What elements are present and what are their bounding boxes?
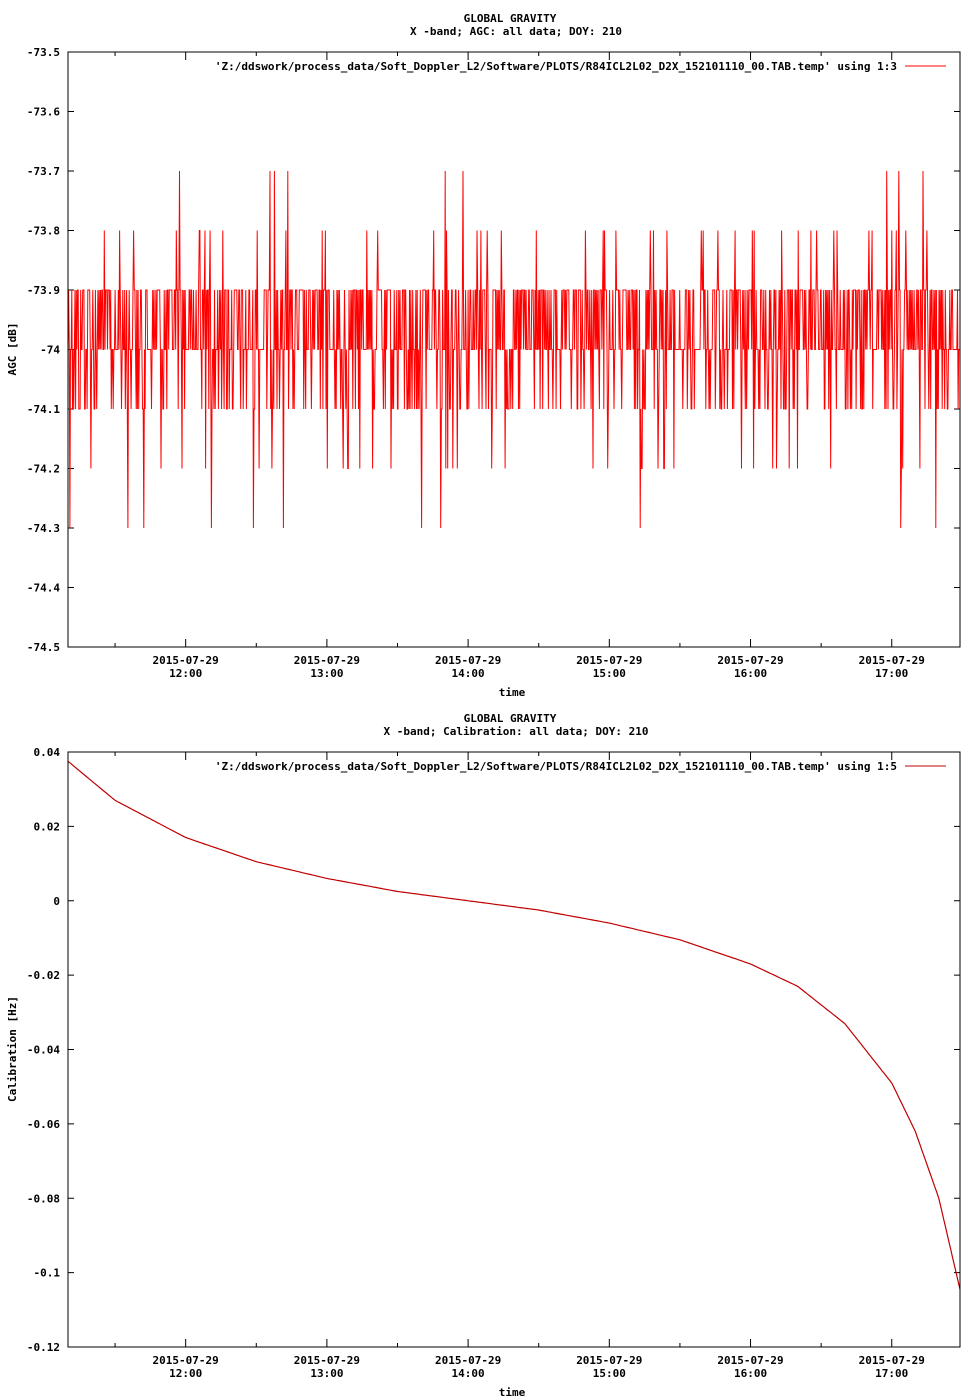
calibration-x-axis-label: time [499, 1386, 526, 1399]
calibration-x-tick-time: 17:00 [875, 1367, 908, 1380]
agc-y-tick-label: -73.6 [27, 106, 60, 119]
calibration-x-tick-time: 15:00 [593, 1367, 626, 1380]
calibration-y-tick-label: -0.1 [34, 1267, 61, 1280]
calibration-y-tick-label: -0.12 [27, 1341, 60, 1354]
agc-x-tick-date: 2015-07-29 [294, 654, 360, 667]
agc-y-tick-label: -74.3 [27, 522, 60, 535]
calibration-y-tick-label: 0.04 [34, 746, 61, 759]
agc-y-tick-label: -74.1 [27, 403, 60, 416]
calibration-legend-label: 'Z:/ddswork/process_data/Soft_Doppler_L2… [215, 760, 897, 773]
agc-x-tick-time: 13:00 [310, 667, 343, 680]
calibration-y-tick-label: -0.06 [27, 1118, 60, 1131]
agc-x-tick-time: 15:00 [593, 667, 626, 680]
calibration-x-tick-time: 14:00 [452, 1367, 485, 1380]
calibration-chart-title: GLOBAL GRAVITY [464, 712, 557, 725]
calibration-y-tick-label: -0.08 [27, 1192, 60, 1205]
calibration-y-tick-label: 0.02 [34, 820, 61, 833]
agc-x-tick-time: 12:00 [169, 667, 202, 680]
agc-legend-label: 'Z:/ddswork/process_data/Soft_Doppler_L2… [215, 60, 897, 73]
agc-x-tick-date: 2015-07-29 [153, 654, 219, 667]
agc-legend: 'Z:/ddswork/process_data/Soft_Doppler_L2… [215, 60, 946, 73]
calibration-y-tick-label: 0 [53, 895, 60, 908]
agc-y-tick-label: -74.4 [27, 582, 60, 595]
calibration-plot-frame [67, 751, 961, 1348]
agc-y-axis-label: AGC [dB] [6, 323, 19, 376]
calibration-x-tick-date: 2015-07-29 [153, 1354, 219, 1367]
agc-chart-subtitle: X -band; AGC: all data; DOY: 210 [410, 25, 622, 38]
agc-y-tick-label: -73.8 [27, 225, 60, 238]
agc-y-tick-label: -74.2 [27, 463, 60, 476]
calibration-series-line [67, 760, 961, 1290]
agc-plot-frame [67, 51, 961, 648]
calibration-x-tick-date: 2015-07-29 [859, 1354, 925, 1367]
calibration-x-tick-date: 2015-07-29 [435, 1354, 501, 1367]
agc-series-line [67, 170, 960, 529]
calibration-x-tick-date: 2015-07-29 [576, 1354, 642, 1367]
agc-x-tick-time: 14:00 [452, 667, 485, 680]
agc-x-tick-date: 2015-07-29 [435, 654, 501, 667]
calibration-x-tick-time: 13:00 [310, 1367, 343, 1380]
agc-y-tick-label: -73.7 [27, 165, 60, 178]
calibration-y-axis-label: Calibration [Hz] [6, 996, 19, 1102]
agc-y-tick-label: -74 [40, 344, 60, 357]
calibration-legend: 'Z:/ddswork/process_data/Soft_Doppler_L2… [215, 760, 946, 773]
agc-x-tick-date: 2015-07-29 [576, 654, 642, 667]
calibration-x-tick-date: 2015-07-29 [294, 1354, 360, 1367]
agc-x-tick-date: 2015-07-29 [859, 654, 925, 667]
agc-x-axis-label: time [499, 686, 526, 699]
agc-x-tick-time: 17:00 [875, 667, 908, 680]
agc-y-tick-label: -74.5 [27, 641, 60, 654]
agc-chart-title: GLOBAL GRAVITY [464, 12, 557, 25]
agc-y-tick-label: -73.9 [27, 284, 60, 297]
calibration-x-tick-time: 16:00 [734, 1367, 767, 1380]
calibration-y-tick-label: -0.02 [27, 969, 60, 982]
agc-x-tick-time: 16:00 [734, 667, 767, 680]
agc-y-tick-label: -73.5 [27, 46, 60, 59]
agc-x-tick-date: 2015-07-29 [717, 654, 783, 667]
calibration-chart-subtitle: X -band; Calibration: all data; DOY: 210 [384, 725, 649, 738]
calibration-y-tick-label: -0.04 [27, 1044, 60, 1057]
calibration-x-tick-time: 12:00 [169, 1367, 202, 1380]
calibration-chart: GLOBAL GRAVITY X -band; Calibration: all… [6, 712, 961, 1399]
agc-chart: GLOBAL GRAVITY X -band; AGC: all data; D… [6, 12, 961, 699]
calibration-x-tick-date: 2015-07-29 [717, 1354, 783, 1367]
